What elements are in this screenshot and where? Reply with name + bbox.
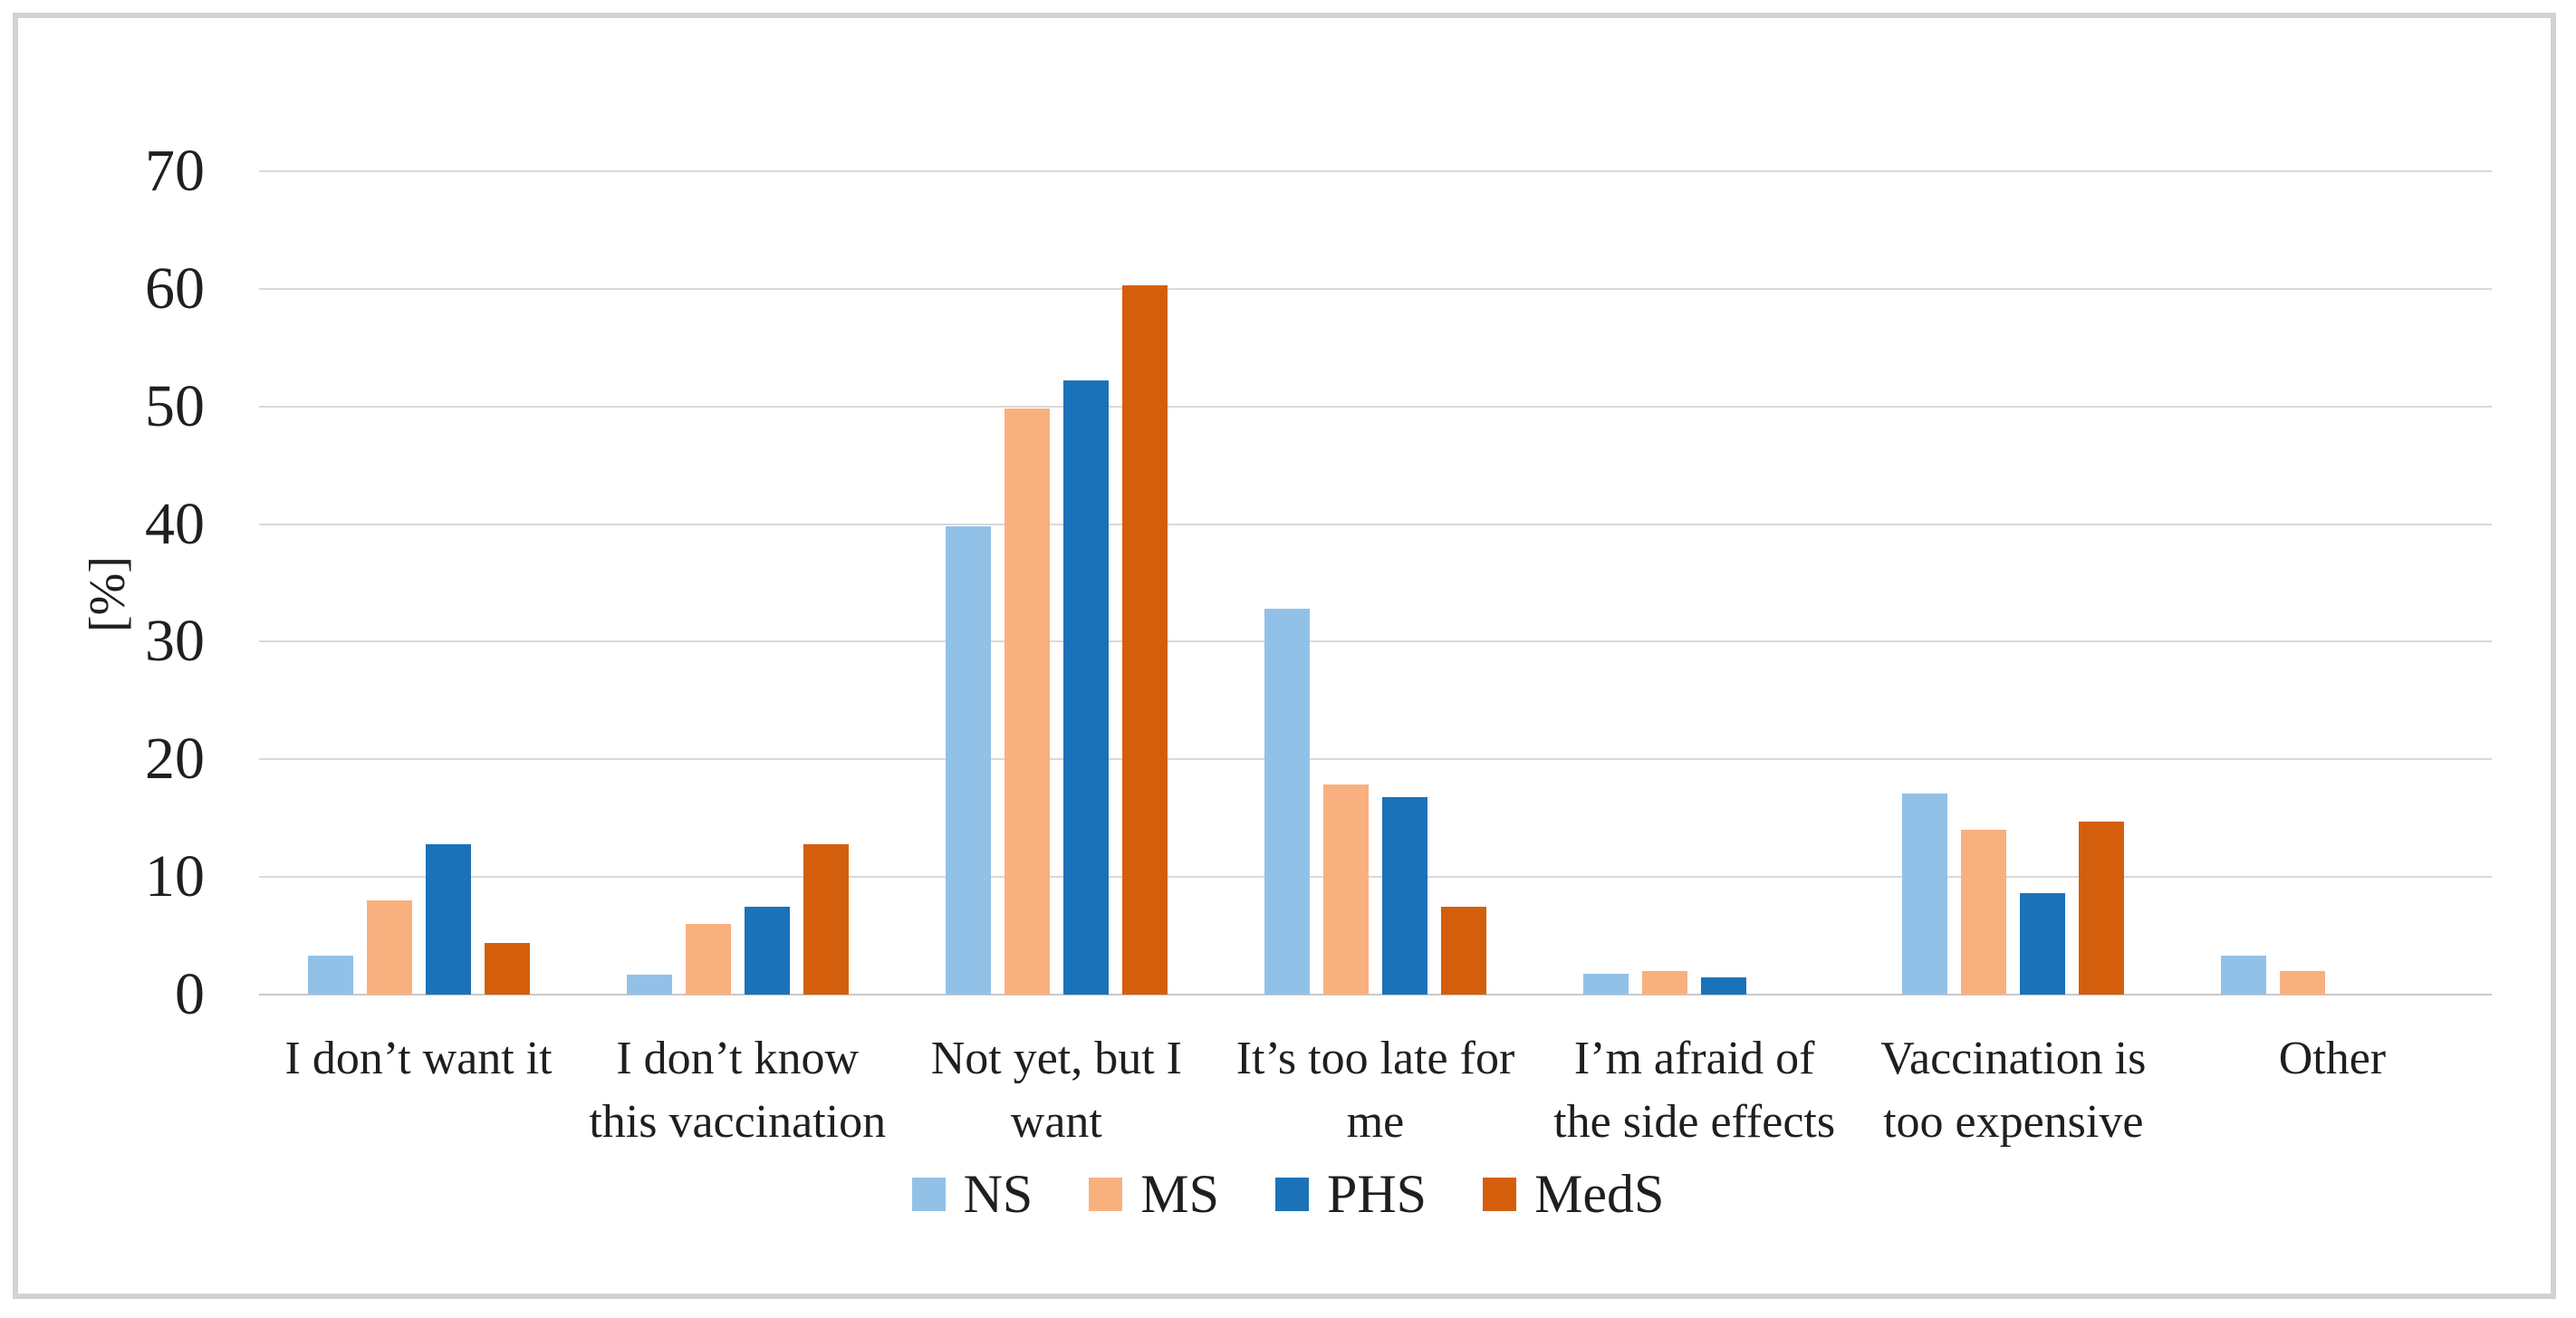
legend-label-NS: NS	[963, 1164, 1033, 1224]
category-label-1: I don’t want it	[284, 1033, 553, 1084]
bar-MS-category-6	[1961, 830, 2007, 995]
y-tick-label-30: 30	[145, 608, 205, 675]
category-label-6: Vaccination is too expensive	[1880, 1033, 2147, 1148]
bar-MedS-category-3	[1121, 284, 1168, 995]
legend-item-MedS: MedS	[1483, 1167, 1664, 1221]
legend: NS MS PHS MedS	[0, 1167, 2576, 1221]
y-tick-label-20: 20	[145, 726, 205, 793]
x-axis-line	[259, 994, 2492, 996]
bar-NS-category-2	[626, 974, 672, 995]
y-tick-label-70: 70	[145, 138, 205, 204]
bar-PHS-category-2	[744, 906, 790, 995]
bar-MS-category-3	[1004, 409, 1050, 995]
gridline-20	[259, 758, 2492, 761]
y-tick-label-10: 10	[145, 843, 205, 910]
category-label-7: Other	[2278, 1033, 2387, 1084]
bar-NS-category-4	[1264, 609, 1310, 995]
bar-MS-category-1	[366, 900, 412, 995]
y-tick-label-40: 40	[145, 490, 205, 557]
gridline-10	[259, 876, 2492, 879]
y-axis-title: [%]	[80, 556, 136, 632]
bar-MedS-category-4	[1441, 906, 1486, 995]
legend-swatch-PHS	[1274, 1177, 1309, 1211]
legend-label-MS: MS	[1140, 1164, 1219, 1224]
legend-swatch-NS	[911, 1177, 946, 1211]
bar-MedS-category-1	[484, 942, 530, 995]
bar-PHS-category-1	[425, 843, 471, 995]
bar-NS-category-1	[307, 956, 353, 995]
gridline-70	[259, 170, 2492, 172]
gridline-30	[259, 640, 2492, 643]
chart-frame: 0 10 20 30 40 50 60 70 [%] I don’t want it I don…	[13, 13, 2556, 1299]
legend-item-MS: MS	[1089, 1167, 1219, 1221]
y-tick-label-60: 60	[145, 255, 205, 322]
bar-PHS-category-5	[1701, 976, 1747, 995]
gridline-40	[259, 523, 2492, 525]
bar-NS-category-3	[945, 526, 991, 995]
legend-swatch-MS	[1089, 1177, 1123, 1211]
bar-NS-category-5	[1583, 973, 1629, 995]
gridline-60	[259, 287, 2492, 290]
y-tick-label-0: 0	[175, 961, 205, 1027]
bar-PHS-category-3	[1062, 380, 1109, 995]
plot-area: 0 10 20 30 40 50 60 70 [%] I don’t want it I don…	[18, 18, 2551, 1294]
legend-label-MedS: MedS	[1534, 1164, 1665, 1224]
bar-MS-category-7	[2280, 971, 2326, 995]
bar-MS-category-2	[685, 924, 731, 995]
category-label-2: I don’t know this vaccination	[589, 1033, 887, 1148]
bar-PHS-category-6	[2020, 893, 2066, 995]
category-label-4: It’s too late for me	[1235, 1033, 1515, 1148]
y-tick-label-50: 50	[145, 372, 205, 439]
bar-MS-category-4	[1323, 784, 1369, 995]
legend-item-PHS: PHS	[1274, 1164, 1427, 1224]
gridline-50	[259, 405, 2492, 408]
bar-MedS-category-6	[2079, 822, 2125, 995]
bar-MedS-category-2	[803, 843, 849, 995]
category-label-5: I’m afraid of the side effects	[1553, 1033, 1836, 1148]
legend-swatch-MedS	[1483, 1177, 1517, 1211]
bar-NS-category-7	[2221, 956, 2267, 995]
bar-PHS-category-4	[1382, 796, 1427, 995]
legend-label-PHS: PHS	[1326, 1164, 1427, 1224]
bar-NS-category-6	[1902, 793, 1948, 995]
legend-item-NS: NS	[911, 1164, 1033, 1224]
bar-MS-category-5	[1642, 971, 1688, 995]
